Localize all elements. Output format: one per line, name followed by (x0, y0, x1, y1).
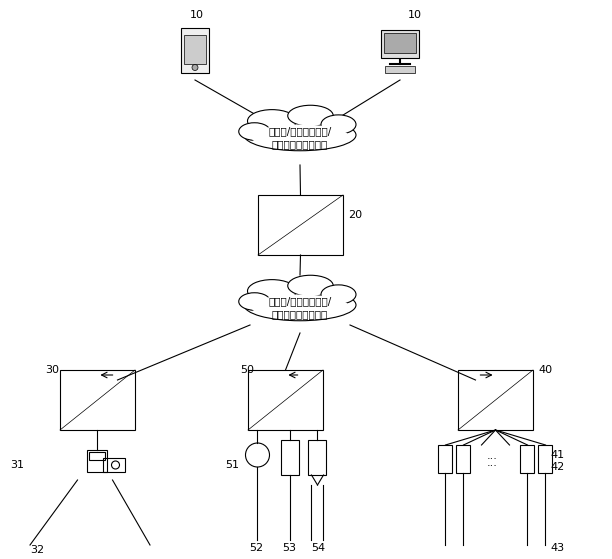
Text: 42: 42 (551, 462, 565, 472)
Bar (385, 66, 415, 73)
Text: 互联网/移动通信网络/
自组织无线通信网络: 互联网/移动通信网络/ 自组织无线通信网络 (269, 126, 332, 150)
Ellipse shape (321, 285, 356, 304)
Bar (60, 370, 135, 430)
Ellipse shape (239, 293, 271, 310)
Ellipse shape (244, 289, 356, 321)
Bar (308, 440, 326, 475)
Text: 31: 31 (10, 460, 24, 470)
Bar (89, 452, 105, 460)
Text: 30: 30 (45, 365, 59, 375)
Text: 52: 52 (250, 543, 264, 553)
Ellipse shape (321, 115, 356, 134)
Text: 41: 41 (551, 450, 565, 460)
Ellipse shape (247, 110, 296, 132)
Ellipse shape (251, 295, 349, 319)
Bar (384, 33, 416, 53)
Text: 40: 40 (538, 365, 552, 375)
Bar (539, 445, 553, 473)
Ellipse shape (288, 275, 334, 296)
Text: 51: 51 (225, 460, 239, 470)
Ellipse shape (251, 125, 349, 149)
Bar (381, 30, 419, 58)
Text: 50: 50 (240, 365, 254, 375)
Text: ...: ... (487, 458, 498, 468)
Text: 10: 10 (190, 10, 204, 20)
Bar (520, 445, 534, 473)
Text: 32: 32 (30, 545, 44, 555)
Text: 20: 20 (348, 210, 362, 220)
Circle shape (192, 64, 198, 70)
Bar (457, 445, 471, 473)
Bar (282, 440, 299, 475)
Text: 53: 53 (283, 543, 296, 553)
Bar (458, 370, 533, 430)
Text: 互联网/移动通信网络/
自组织无线通信网络: 互联网/移动通信网络/ 自组织无线通信网络 (269, 296, 332, 320)
Ellipse shape (244, 119, 356, 151)
Bar (88, 450, 108, 472)
Bar (181, 27, 209, 73)
Bar (439, 445, 452, 473)
Bar (184, 35, 206, 64)
Text: 10: 10 (408, 10, 422, 20)
Bar (248, 370, 323, 430)
Bar (103, 458, 125, 472)
Ellipse shape (288, 105, 334, 126)
Ellipse shape (247, 280, 296, 302)
Text: ...: ... (487, 451, 498, 461)
Text: 43: 43 (551, 543, 565, 553)
Bar (258, 195, 343, 255)
Ellipse shape (239, 123, 271, 140)
Text: 54: 54 (312, 543, 326, 553)
